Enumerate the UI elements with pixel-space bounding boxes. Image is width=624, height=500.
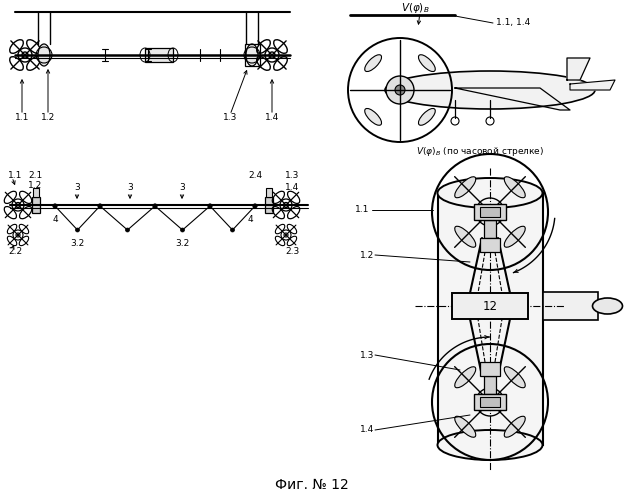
Text: 3.2: 3.2 — [70, 238, 84, 248]
Text: 1.4: 1.4 — [265, 114, 279, 122]
Bar — [484, 376, 496, 394]
Text: 3.2: 3.2 — [175, 238, 189, 248]
Ellipse shape — [504, 416, 525, 438]
Text: 1.4: 1.4 — [360, 426, 374, 434]
Ellipse shape — [437, 430, 542, 460]
Bar — [437, 193, 542, 445]
Bar — [266, 188, 272, 197]
Circle shape — [208, 204, 212, 208]
Circle shape — [153, 204, 157, 208]
Text: 1.1: 1.1 — [8, 170, 22, 179]
Ellipse shape — [419, 54, 436, 72]
Circle shape — [386, 76, 414, 104]
Text: 1.2: 1.2 — [28, 180, 42, 190]
Bar — [542, 292, 598, 320]
Ellipse shape — [419, 108, 436, 126]
Bar — [32, 197, 40, 213]
Bar — [33, 188, 39, 197]
Text: 4: 4 — [52, 216, 58, 224]
Circle shape — [98, 204, 102, 208]
Text: 1.3: 1.3 — [285, 170, 300, 179]
Polygon shape — [567, 58, 590, 80]
Text: 12: 12 — [482, 300, 497, 312]
Text: $V(\varphi)_B$ (по часовой стрелке): $V(\varphi)_B$ (по часовой стрелке) — [416, 146, 544, 158]
Bar — [452, 293, 528, 319]
Ellipse shape — [504, 226, 525, 248]
Ellipse shape — [38, 44, 50, 66]
Ellipse shape — [437, 178, 542, 208]
Text: 2.4: 2.4 — [248, 170, 262, 179]
Ellipse shape — [364, 54, 381, 72]
Bar — [480, 207, 500, 217]
Bar — [480, 238, 500, 252]
Circle shape — [230, 228, 235, 232]
Text: 1.3: 1.3 — [360, 350, 374, 360]
Bar — [245, 44, 260, 66]
Text: 2.2: 2.2 — [8, 248, 22, 256]
Circle shape — [180, 228, 185, 232]
Text: 3: 3 — [127, 184, 133, 192]
Ellipse shape — [455, 226, 475, 248]
Circle shape — [76, 228, 79, 232]
Bar — [484, 220, 496, 238]
Bar — [145, 48, 173, 62]
Bar — [265, 197, 273, 213]
Polygon shape — [455, 88, 570, 110]
Ellipse shape — [455, 176, 475, 198]
Ellipse shape — [385, 71, 595, 109]
Text: 1.4: 1.4 — [285, 182, 300, 192]
Text: 3: 3 — [74, 184, 80, 192]
Bar — [480, 397, 500, 407]
Ellipse shape — [364, 108, 381, 126]
Text: 1.1: 1.1 — [15, 114, 29, 122]
Polygon shape — [570, 80, 615, 90]
Circle shape — [53, 204, 57, 208]
Text: $V(\varphi)_B$: $V(\varphi)_B$ — [401, 1, 429, 15]
Bar — [474, 204, 506, 220]
Text: 1.3: 1.3 — [223, 114, 237, 122]
Bar — [480, 362, 500, 376]
Text: 1.2: 1.2 — [41, 114, 55, 122]
Ellipse shape — [455, 416, 475, 438]
Ellipse shape — [593, 298, 623, 314]
Text: 2.3: 2.3 — [285, 248, 300, 256]
Bar — [474, 394, 506, 410]
Text: 4: 4 — [247, 216, 253, 224]
Ellipse shape — [455, 366, 475, 388]
Circle shape — [125, 228, 130, 232]
Text: 1.1, 1.4: 1.1, 1.4 — [496, 18, 530, 26]
Circle shape — [253, 204, 257, 208]
Text: 1.2: 1.2 — [360, 250, 374, 260]
Ellipse shape — [504, 176, 525, 198]
Text: 3: 3 — [179, 184, 185, 192]
Text: Фиг. № 12: Фиг. № 12 — [275, 478, 349, 492]
Circle shape — [395, 85, 405, 95]
Text: 1.1: 1.1 — [355, 206, 369, 214]
Text: 2.1: 2.1 — [28, 170, 42, 179]
Ellipse shape — [504, 366, 525, 388]
Ellipse shape — [246, 44, 258, 66]
